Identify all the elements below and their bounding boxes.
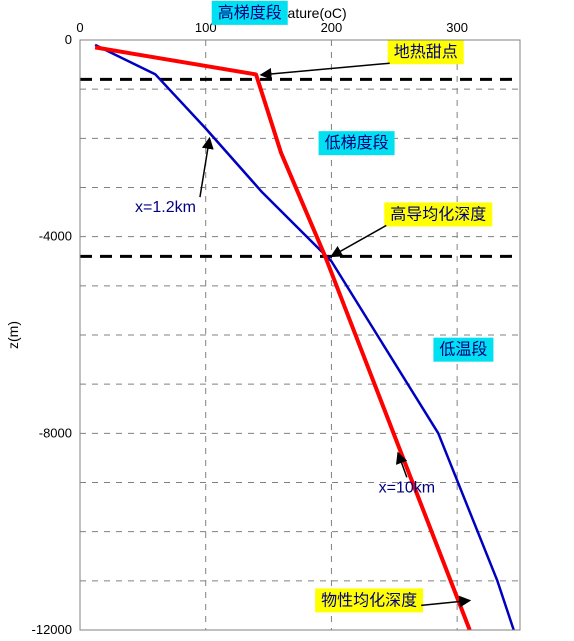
x-tick-label: 200 — [321, 20, 343, 35]
anno-phys_homog: 物性均化深度 — [321, 591, 417, 609]
y-axis-title: z(m) — [5, 321, 21, 349]
series-x=10km — [95, 47, 470, 630]
anno-sweet_spot: 地热甜点 — [394, 43, 458, 61]
anno-series1_label: x=1.2km — [135, 199, 196, 216]
anno-low_gradient: 低梯度段 — [325, 134, 389, 152]
chart-svg: Tempature(oC) z(m) 01002003000-4000-8000… — [0, 0, 574, 641]
annotation-layer: 高梯度段地热甜点低梯度段高导均化深度低温段物性均化深度 x=1.2km x=10km — [135, 1, 493, 613]
tick-label-layer: 01002003000-4000-8000-12000 — [32, 20, 468, 637]
y-tick-label: -4000 — [39, 229, 72, 244]
anno-arrow-phys_homog — [421, 601, 470, 606]
grid-layer — [80, 40, 520, 630]
geotherm-chart: Tempature(oC) z(m) 01002003000-4000-8000… — [0, 0, 574, 641]
x-tick-label: 0 — [76, 20, 83, 35]
series-x=1.2km — [95, 45, 514, 630]
anno-low_temp: 低温段 — [439, 341, 487, 359]
anno-high_gradient: 高梯度段 — [218, 4, 282, 22]
y-tick-label: -12000 — [32, 622, 72, 637]
anno-arrow-series1_label — [200, 138, 210, 197]
anno-series2_label: x=10km — [379, 479, 435, 496]
y-tick-label: -8000 — [39, 425, 72, 440]
anno-high_cond_depth: 高导均化深度 — [390, 205, 486, 223]
anno-arrow-high_cond_depth — [331, 225, 386, 256]
anno-arrow-sweet_spot — [261, 63, 390, 75]
series-layer — [95, 45, 514, 630]
y-tick-label: 0 — [65, 32, 72, 47]
x-tick-label: 300 — [446, 20, 468, 35]
